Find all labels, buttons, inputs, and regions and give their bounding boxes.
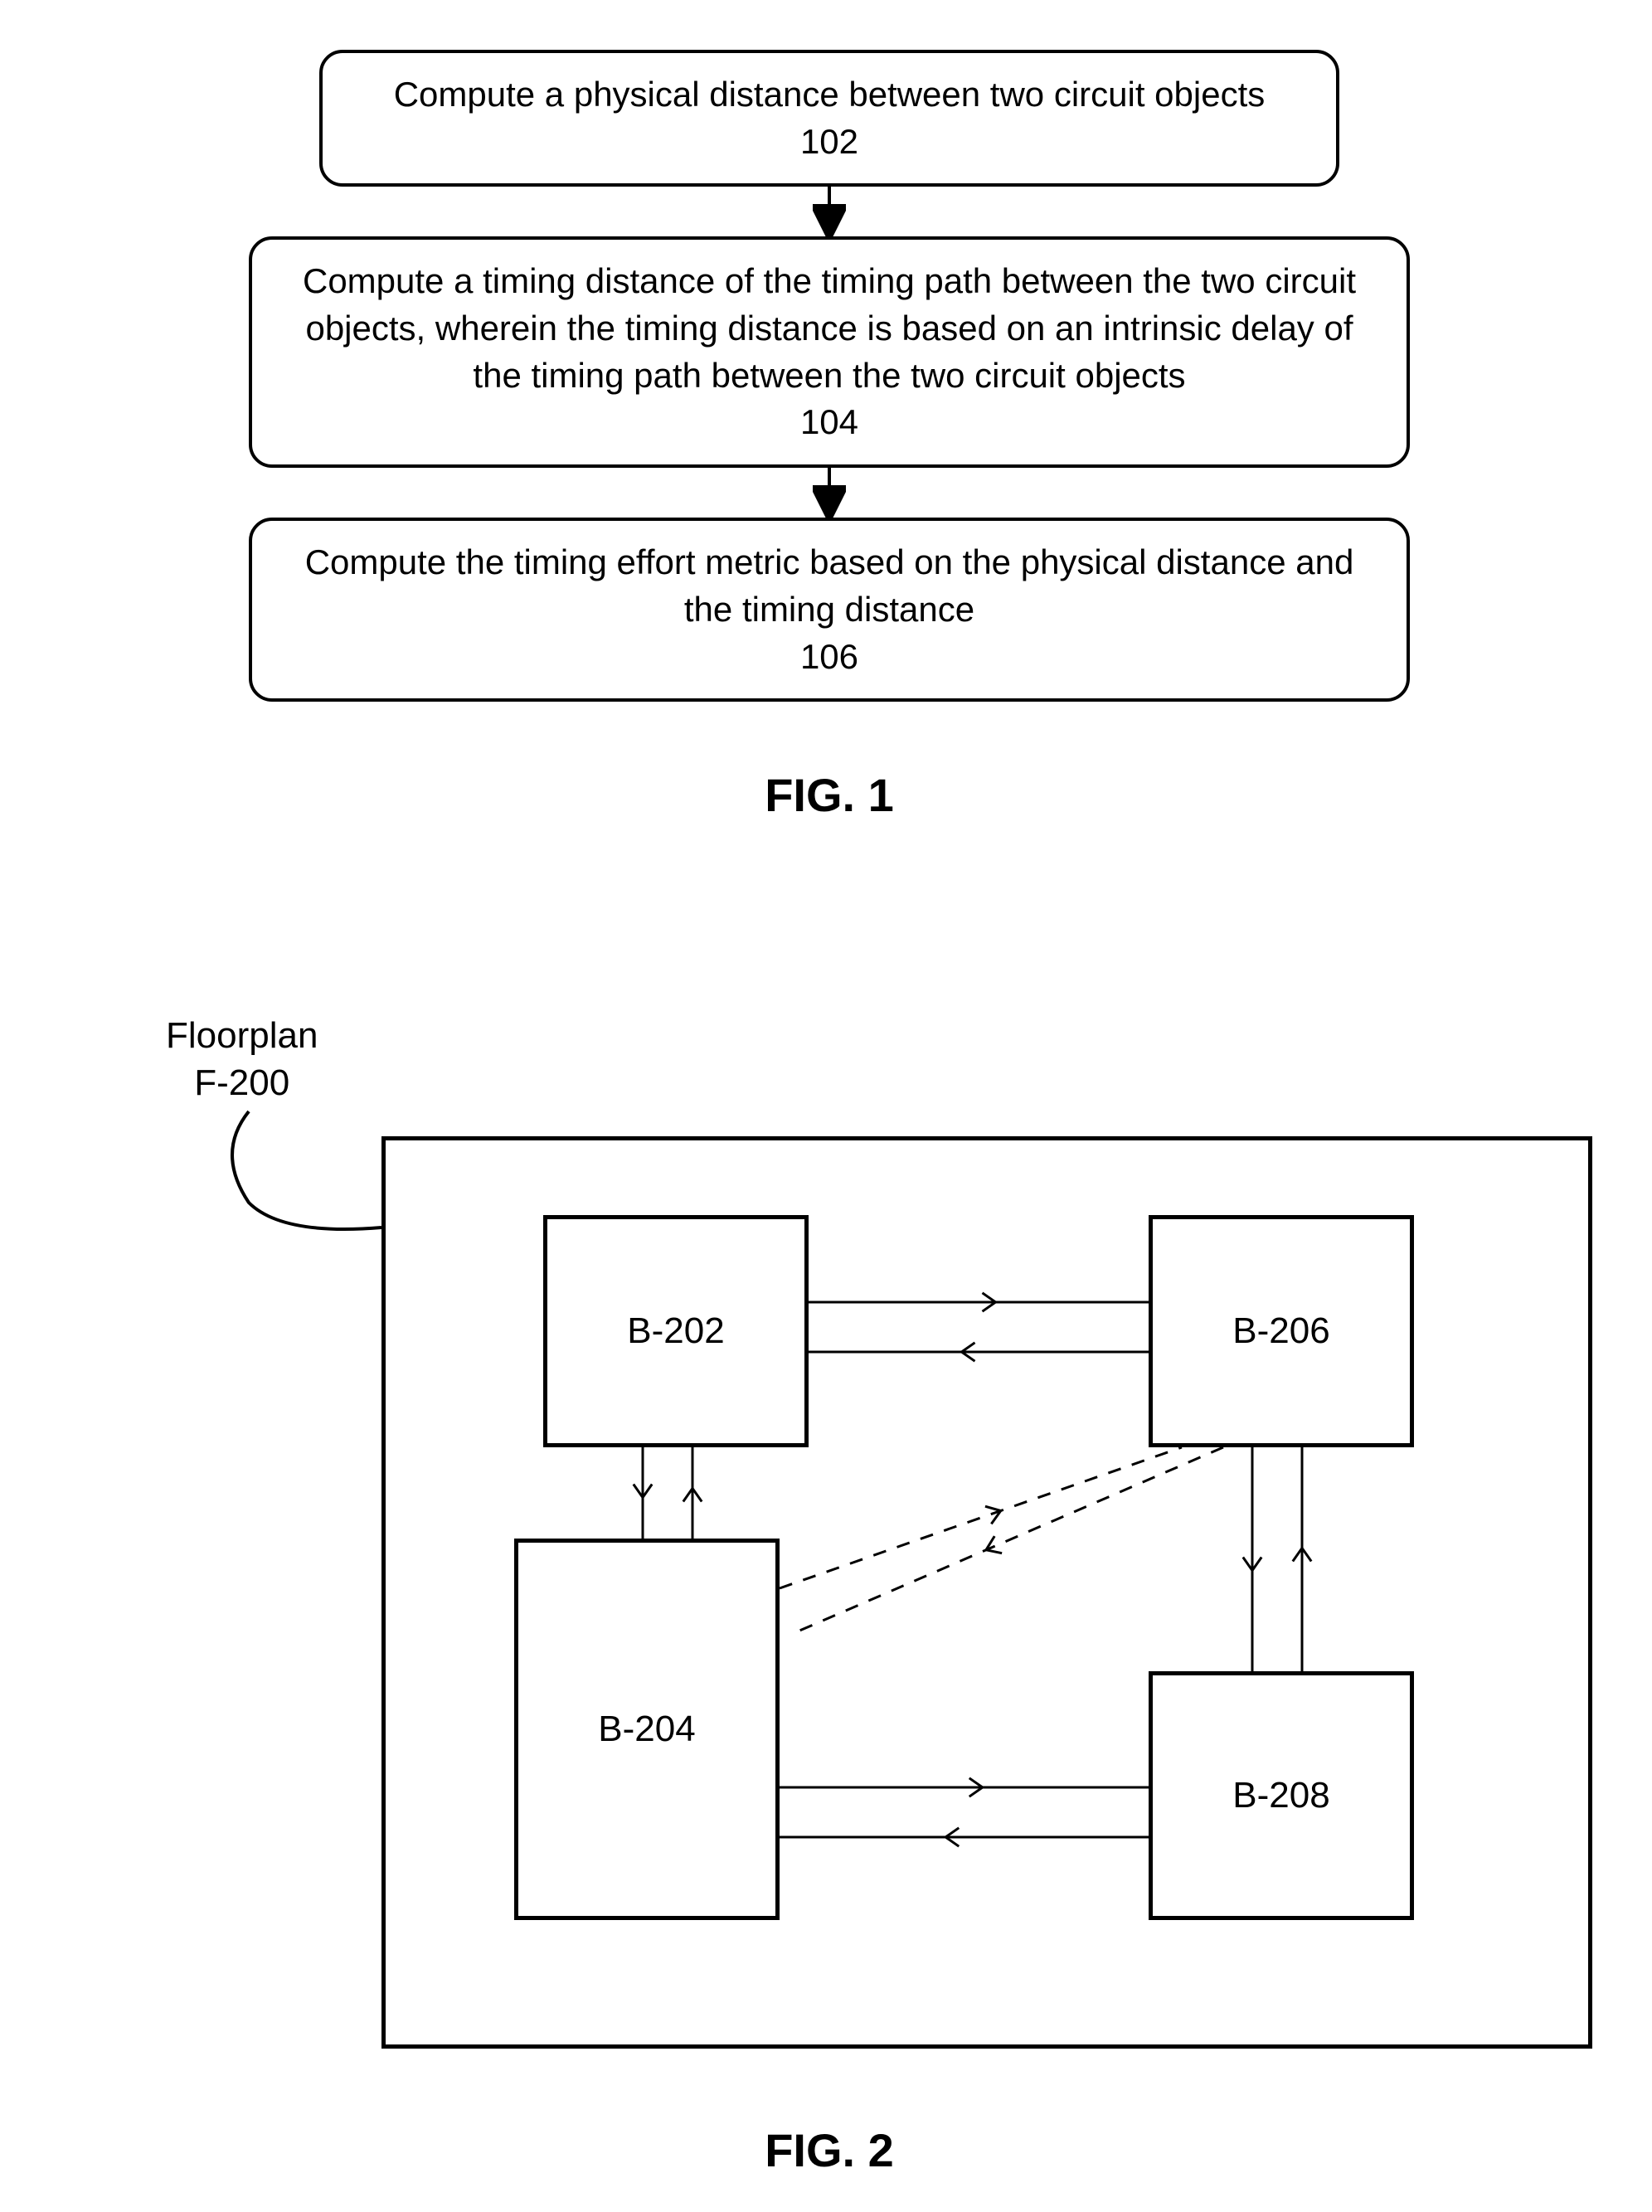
flow-step-3: Compute the timing effort metric based o… [249, 518, 1410, 702]
figure-1-flowchart: Compute a physical distance between two … [249, 50, 1410, 822]
flow-step-2-ref: 104 [800, 402, 858, 441]
block-b206: B-206 [1149, 1215, 1414, 1447]
floorplan-label-text: Floorplan [166, 1015, 318, 1056]
page-container: Compute a physical distance between two … [0, 0, 1652, 2212]
flow-arrow-1 [249, 187, 1410, 236]
flow-step-1-ref: 102 [800, 122, 858, 161]
flow-step-1: Compute a physical distance between two … [319, 50, 1339, 187]
flow-step-3-text: Compute the timing effort metric based o… [305, 542, 1354, 629]
flow-step-1-text: Compute a physical distance between two … [394, 75, 1266, 114]
flow-arrow-2 [249, 468, 1410, 518]
figure-1-caption: FIG. 1 [249, 768, 1410, 822]
flow-step-2-text: Compute a timing distance of the timing … [303, 261, 1356, 394]
block-b202: B-202 [543, 1215, 809, 1447]
floorplan-leader-line [182, 1103, 398, 1252]
floorplan-label-ref: F-200 [194, 1062, 289, 1103]
block-b208: B-208 [1149, 1671, 1414, 1920]
flow-step-3-ref: 106 [800, 637, 858, 676]
flow-step-2: Compute a timing distance of the timing … [249, 236, 1410, 468]
block-b204: B-204 [514, 1539, 780, 1920]
figure-2-caption: FIG. 2 [149, 2123, 1509, 2177]
floorplan-outer-box: B-202 B-206 B-204 B-208 [381, 1136, 1592, 2049]
floorplan-label: Floorplan F-200 [166, 1012, 318, 1106]
